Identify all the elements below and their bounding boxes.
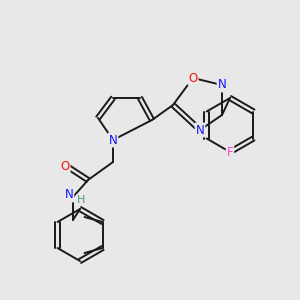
Text: O: O xyxy=(60,160,70,173)
Text: O: O xyxy=(188,71,198,85)
Text: N: N xyxy=(196,124,204,136)
Text: F: F xyxy=(227,146,233,158)
Text: N: N xyxy=(109,134,117,146)
Text: N: N xyxy=(218,79,226,92)
Text: H: H xyxy=(77,195,85,205)
Text: N: N xyxy=(64,188,74,202)
